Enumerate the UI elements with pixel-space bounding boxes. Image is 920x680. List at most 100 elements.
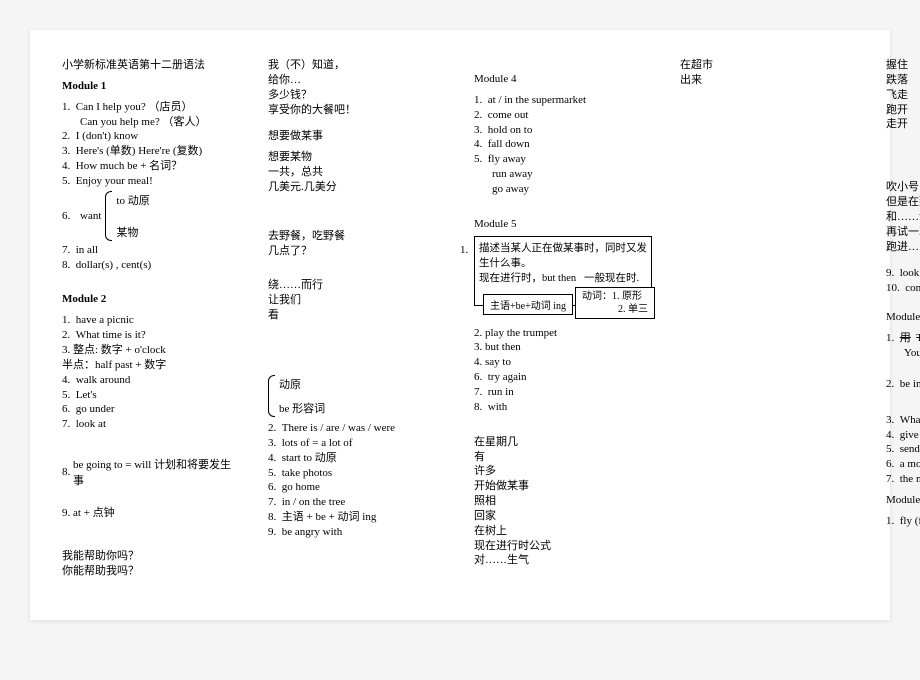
c2-l5: 5. take photos (268, 466, 446, 481)
diag-box-left: 主语+be+动词 ing (483, 294, 573, 315)
m2-qb: 你能帮助我吗？ (62, 564, 240, 579)
going-brace-opts: 动原 be 形容词 (268, 375, 446, 417)
c2-1: 我（不）知道， (268, 58, 446, 73)
m6-thank: 1. 用 Thank you! (886, 331, 920, 346)
m2-i5: 5. Let's (62, 388, 240, 403)
c4-t0: 握住 (886, 58, 920, 73)
m6-i6: 6. a model of (886, 457, 920, 472)
diag-box-right: 动词：1. 原形 2. 单三 (575, 287, 655, 319)
c2-l6: 6. go home (268, 480, 446, 495)
c4-t2: 飞走 (886, 88, 920, 103)
m4-i1: 1. at / in the supermarket (474, 93, 652, 108)
module1-heading: Module 1 (62, 79, 240, 94)
m1-i8: 8. dollar(s) , cent(s) (62, 258, 240, 273)
module7-heading: Module 7 (886, 493, 920, 508)
m5-cn6: 在树上 (474, 524, 652, 539)
m1-i7: 7. in all (62, 243, 240, 258)
diag-line2b: 一般现在时. (584, 273, 639, 284)
m6-i4: 4. give 物 to 人 = give 人 + 物 (886, 428, 920, 443)
going-opt-a: 动原 (279, 376, 325, 392)
m2-qa: 我能帮助你吗？ (62, 549, 240, 564)
going-opt-b: be 形容词 (279, 400, 325, 416)
m4-i4: 4. fall down (474, 137, 652, 152)
m4-e2: go away (492, 182, 652, 197)
c2-3: 多少钱？ (268, 88, 446, 103)
c4-m4: 跑进……里 (886, 240, 920, 255)
c2-m2b: 一共，总共 (268, 165, 446, 180)
interest-brace: 2. be interested in 名词 动词 ing (886, 365, 920, 403)
m2-i6: 6. go under (62, 402, 240, 417)
m4-e1: run away (492, 167, 652, 182)
m5-cn4: 照相 (474, 494, 652, 509)
m5-cn8: 对……生气 (474, 553, 652, 568)
c2-2: 给你… (268, 73, 446, 88)
m5-cn7: 现在进行时公式 (474, 539, 652, 554)
diag-line1: 描述当某人正在做某事时，同时又发生什么事。 (479, 240, 647, 270)
c2-m1: 想要做某事 (268, 129, 446, 144)
m1-i2: 2. I (don't) know (62, 129, 240, 144)
m7-i1: 1. fly (flew) into (886, 514, 920, 529)
c2-m3a: 去野餐，吃野餐 (268, 229, 446, 244)
m5-cn0: 在星期几 (474, 435, 652, 450)
m5-cn2b: 出来 (680, 73, 858, 88)
m5-i6: 6. try again (474, 370, 652, 385)
c2-l9: 9. be angry with (268, 525, 446, 540)
m2-i3: 3. 整点: 数字 + o'clock (62, 343, 240, 358)
c4-m2: 和……说 (886, 210, 920, 225)
c2-m3b: 几点了？ (268, 244, 446, 259)
document-page: 小学新标准英语第十二册语法 Module 1 1. Can I help you… (30, 30, 890, 620)
doc-title: 小学新标准英语第十二册语法 (62, 58, 240, 73)
c4-m3: 再试一次 (886, 225, 920, 240)
c2-m4a: 绕……而行 (268, 278, 446, 293)
c2-l7: 7. in / on the tree (268, 495, 446, 510)
m2-i1: 1. have a picnic (62, 313, 240, 328)
c4-m1: 但是在那时 (886, 195, 920, 210)
c2-l8: 8. 主语 + be + 动词 ing (268, 510, 446, 525)
m5-i8: 8. with (474, 400, 652, 415)
m1-i1b: Can you help me? （客人） (80, 115, 240, 130)
m1-i3: 3. Here's (单数) Here're (复数) (62, 144, 240, 159)
c2-l3: 3. lots of = a lot of (268, 436, 446, 451)
c2-m2c: 几美元.几美分 (268, 180, 446, 195)
module2-heading: Module 2 (62, 292, 240, 307)
c4-m0: 吹小号 (886, 180, 920, 195)
c4-t1: 跌落 (886, 73, 920, 88)
module5-heading: Module 5 (474, 217, 652, 232)
m5-i3: 3. but then (474, 340, 652, 355)
m5-i7: 7. run in (474, 385, 652, 400)
m5-cn2a: 在超市 (680, 58, 858, 73)
c4-t4: 走开 (886, 117, 920, 132)
module5-diagram: 1. 描述当某人正在做某事时，同时又发生什么事。 现在进行时，but then … (474, 236, 652, 306)
going-brace: 8. be going to = will 计划和将要发生事 (62, 456, 240, 488)
c2-l4: 4. start to 动原 (268, 451, 446, 466)
m6-i3: 3. What + (an / a) +形容词 + 名词! (886, 413, 920, 428)
c4-t3: 跑开 (886, 103, 920, 118)
c2-l2: 2. There is / are / was / were (268, 421, 446, 436)
m1-i5: 5. Enjoy your meal! (62, 174, 240, 189)
m5-cn3: 开始做某事 (474, 479, 652, 494)
m4-i3: 3. hold on to (474, 123, 652, 138)
want-brace: 6. want to 动原 某物 (62, 191, 240, 241)
m5-cn5: 回家 (474, 509, 652, 524)
module4-heading: Module 4 (474, 72, 652, 87)
diag-line2a: 现在进行时，but then (479, 273, 576, 284)
m5-cn2: 许多 (474, 464, 652, 479)
c4-i9: 9. look out of (886, 266, 920, 281)
m6-i7: 7. the name of (886, 472, 920, 487)
m2-i3b: 半点：half past + 数字 (62, 358, 240, 373)
m5-i4: 4. say to (474, 355, 652, 370)
m6-i5: 5. send 某人 into 某地 (886, 442, 920, 457)
want-opt-b: 某物 (116, 224, 149, 240)
c2-m4c: 看 (268, 308, 446, 323)
c2-4: 享受你的大餐吧！ (268, 103, 446, 118)
m2-i7: 7. look at (62, 417, 240, 432)
m4-i2: 2. come out (474, 108, 652, 123)
m5-i2: 2. play the trumpet (474, 326, 652, 341)
m1-i1: 1. Can I help you? （店员） (62, 100, 240, 115)
m2-i2: 2. What time is it? (62, 328, 240, 343)
m2-i4: 4. walk around (62, 373, 240, 388)
c2-m2a: 想要某物 (268, 150, 446, 165)
m5-cn1: 有 (474, 450, 652, 465)
m2-i9: 9. at + 点钟 (62, 506, 240, 521)
m4-i5: 5. fly away (474, 152, 652, 167)
